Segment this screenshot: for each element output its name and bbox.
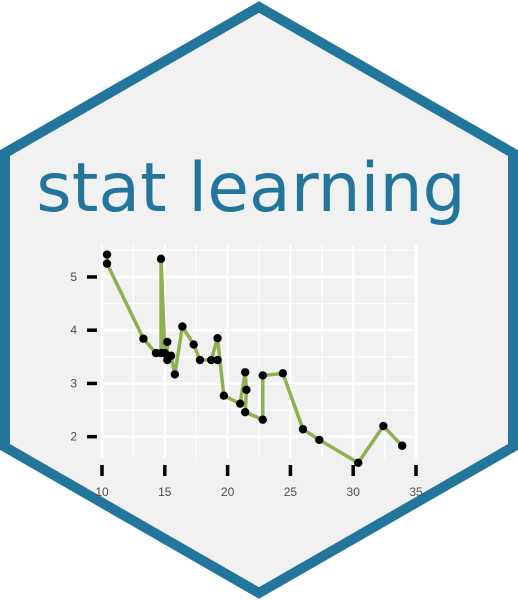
- chart-axes: 2 3 4 5 10 15 20 25 30 35: [70, 270, 423, 499]
- data-point: [139, 334, 148, 343]
- data-point: [195, 355, 205, 365]
- data-point: [379, 421, 388, 431]
- data-point: [258, 415, 267, 424]
- data-point: [242, 385, 251, 395]
- y-axis-tick-label: 4: [70, 323, 77, 337]
- x-axis-tick-label: 35: [409, 485, 423, 499]
- x-axis-tick-label: 20: [221, 485, 235, 499]
- data-point: [207, 355, 216, 365]
- x-axis-tick-label: 10: [95, 485, 109, 499]
- data-point: [102, 250, 112, 259]
- data-point: [213, 333, 222, 343]
- data-point: [170, 370, 180, 379]
- line-chart: 2 3 4 5 10 15 20 25 30 35: [70, 245, 423, 499]
- data-point: [240, 408, 250, 417]
- data-point: [278, 369, 288, 378]
- data-point: [102, 259, 112, 268]
- data-point: [213, 355, 222, 365]
- chart-points: [102, 250, 407, 467]
- data-point: [166, 351, 176, 360]
- data-point: [163, 337, 172, 347]
- y-axis-tick-label: 5: [70, 270, 77, 284]
- data-point: [178, 322, 187, 331]
- data-point: [315, 435, 324, 445]
- data-point: [160, 348, 169, 358]
- data-point: [258, 371, 267, 380]
- sticker-title: stat learning: [36, 149, 465, 228]
- data-point: [354, 458, 363, 467]
- data-point: [219, 391, 229, 400]
- data-point: [397, 441, 407, 450]
- x-axis-tick-label: 30: [347, 485, 361, 499]
- y-axis-tick-label: 2: [70, 430, 77, 444]
- x-axis-tick-label: 25: [284, 485, 298, 499]
- data-point: [156, 254, 166, 264]
- chart-grid: [100, 245, 418, 458]
- y-axis-tick-label: 3: [70, 376, 77, 390]
- data-point: [240, 368, 250, 377]
- data-point: [235, 399, 245, 408]
- data-point: [189, 340, 198, 349]
- x-axis-tick-label: 15: [158, 485, 172, 499]
- data-point: [298, 425, 308, 434]
